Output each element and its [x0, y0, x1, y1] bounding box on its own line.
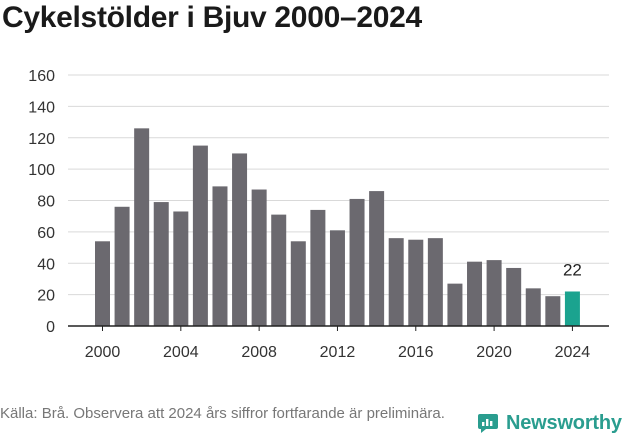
y-tick-label: 100 [28, 162, 55, 179]
bar [290, 241, 306, 326]
x-tick-label: 2020 [476, 344, 512, 361]
bar [369, 191, 385, 326]
newsworthy-logo-icon [478, 414, 498, 433]
bar [388, 238, 404, 326]
x-tick-label: 2024 [555, 344, 591, 361]
y-tick-label: 40 [37, 256, 55, 273]
y-tick-label: 140 [28, 99, 55, 116]
y-tick-label: 160 [28, 68, 55, 85]
bar-chart: 0 20 40 60 80 100 120 140 160 22 2000 2004 2008 2012 2… [28, 68, 609, 361]
x-tick-label: 2016 [398, 344, 434, 361]
bar [506, 267, 522, 326]
bar [173, 211, 189, 326]
y-tick-label: 60 [37, 225, 55, 242]
y-tick-label: 80 [37, 194, 55, 211]
brand-logo[interactable]: Newsworthy [476, 408, 622, 438]
bar [467, 261, 483, 326]
bar [153, 202, 169, 326]
brand-name: Newsworthy [506, 411, 622, 434]
chart-title: Cykelstölder i Bjuv 2000–2024 [2, 1, 422, 34]
bar [310, 209, 326, 326]
highlight-bar [564, 291, 580, 326]
y-tick-label: 120 [28, 131, 55, 148]
x-tick-label: 2004 [163, 344, 199, 361]
bar [349, 198, 365, 326]
y-tick-label: 20 [37, 288, 55, 305]
bar [134, 128, 150, 326]
bar [232, 153, 248, 326]
x-tick-label: 2008 [241, 344, 277, 361]
bar [525, 288, 541, 326]
bar [329, 230, 345, 326]
x-tick-label: 2012 [320, 344, 356, 361]
bar [486, 260, 502, 326]
bar [114, 206, 130, 326]
bar [212, 186, 228, 326]
bar [408, 239, 424, 326]
bar [271, 214, 287, 326]
source-note: Källa: Brå. Observera att 2024 års siffr… [0, 405, 445, 422]
data-label: 22 [563, 260, 582, 279]
bar [251, 189, 267, 326]
bar [427, 238, 443, 326]
bar [95, 241, 110, 326]
x-tick-label: 2000 [85, 344, 121, 361]
bar [447, 283, 463, 326]
bar [192, 145, 208, 326]
bar [545, 296, 561, 326]
y-tick-label: 0 [46, 319, 55, 336]
